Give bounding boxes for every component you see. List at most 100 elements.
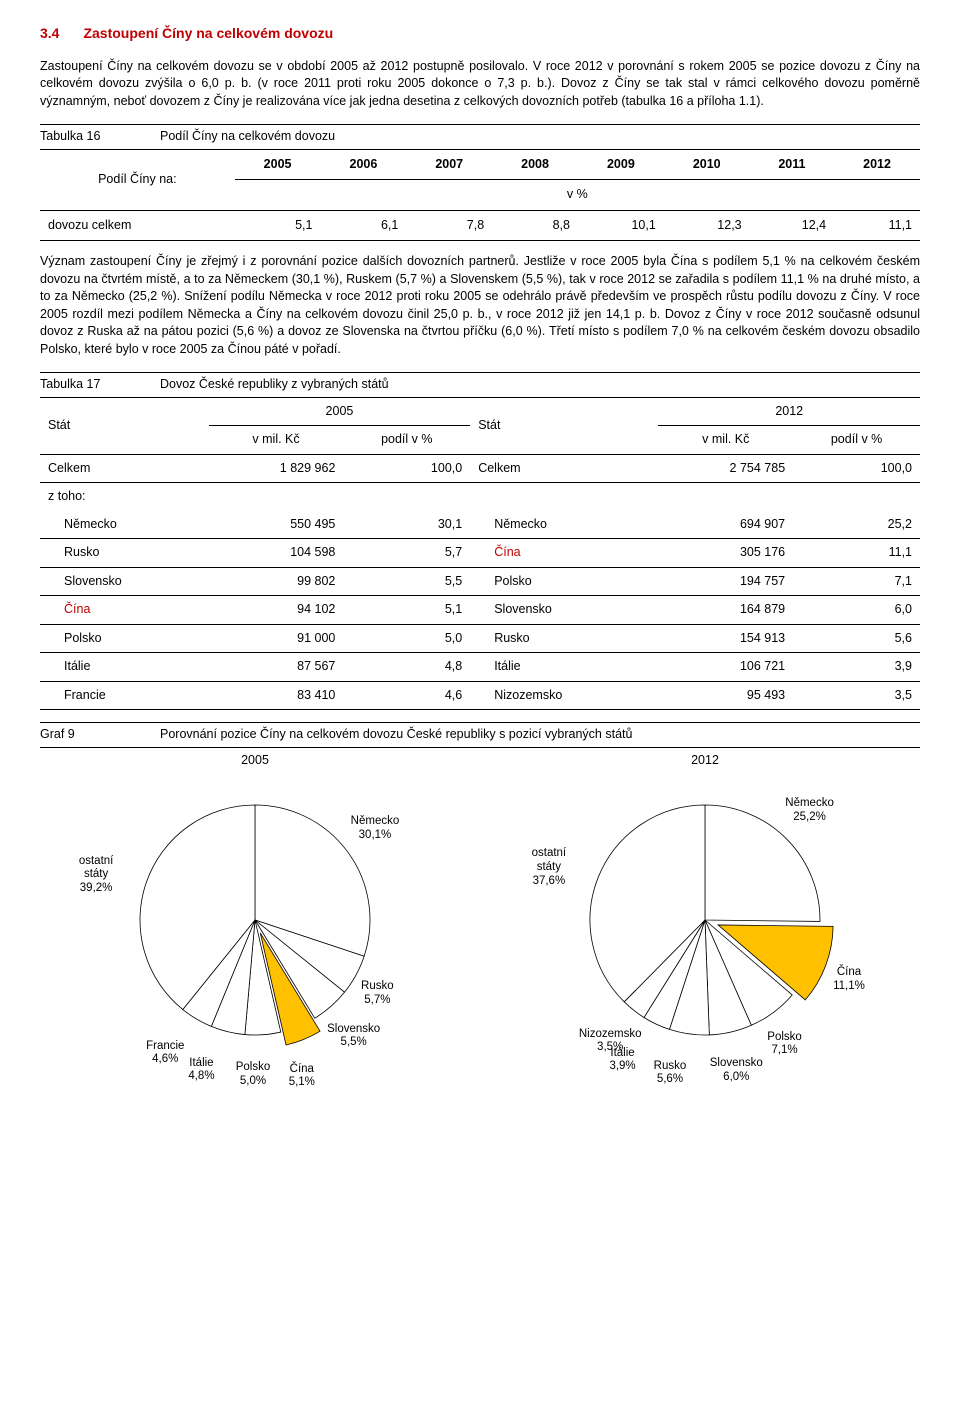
cell: Slovensko [470, 596, 658, 625]
table16: Podíl Číny na: 2005 2006 2007 2008 2009 … [40, 150, 920, 242]
chart-year-2012: 2012 [490, 752, 920, 770]
col-stat: Stát [470, 398, 658, 455]
table-row: Rusko104 5985,7Čína305 17611,1 [40, 539, 920, 568]
col-mil: v mil. Kč [658, 426, 793, 455]
pie-label: Francie4,6% [146, 1040, 184, 1068]
chart-2012: 2012 Německo25,2%Čína11,1%Polsko7,1%Slov… [490, 752, 920, 1156]
paragraph-1: Zastoupení Číny na celkovém dovozu se v … [40, 58, 920, 111]
cell [470, 483, 658, 511]
table16-rowhdr: Podíl Číny na: [40, 150, 235, 211]
table16-year: 2008 [492, 150, 578, 180]
cell: z toho: [40, 483, 209, 511]
pie-label: Rusko5,7% [361, 980, 394, 1008]
cell: 5,1 [235, 210, 321, 241]
table-row: Slovensko99 8025,5Polsko194 7577,1 [40, 567, 920, 596]
pie-label: Německo25,2% [785, 797, 834, 825]
cell: 4,8 [343, 653, 470, 682]
table16-title: Podíl Číny na celkovém dovozu [160, 128, 335, 146]
cell: 5,1 [343, 596, 470, 625]
cell: Itálie [40, 653, 209, 682]
cell: 100,0 [343, 454, 470, 483]
table16-year: 2010 [664, 150, 750, 180]
table16-year: 2011 [750, 150, 834, 180]
graf9-label: Graf 9 [40, 726, 160, 744]
pie-label: ostatnístáty39,2% [79, 855, 114, 896]
cell: Německo [40, 511, 209, 539]
cell: Čína [470, 539, 658, 568]
graf9-title: Porovnání pozice Číny na celkovém dovozu… [160, 726, 632, 744]
table-row: Celkem1 829 962100,0Celkem2 754 785100,0 [40, 454, 920, 483]
section-title: Zastoupení Číny na celkovém dovozu [83, 25, 333, 41]
cell: 4,6 [343, 681, 470, 710]
col-2005: 2005 [209, 398, 471, 426]
table16-unit: v % [235, 180, 920, 211]
paragraph-2: Význam zastoupení Číny je zřejmý i z por… [40, 253, 920, 358]
cell: Francie [40, 681, 209, 710]
cell [793, 483, 920, 511]
cell: 12,4 [750, 210, 834, 241]
cell [658, 483, 793, 511]
cell: Rusko [470, 624, 658, 653]
table-row: z toho: [40, 483, 920, 511]
cell: 11,1 [834, 210, 920, 241]
cell: 5,7 [343, 539, 470, 568]
table16-year: 2009 [578, 150, 664, 180]
pie-label: Čína11,1% [833, 966, 865, 994]
table16-year: 2012 [834, 150, 920, 180]
table16-year: 2007 [406, 150, 492, 180]
cell: 550 495 [209, 511, 344, 539]
table-row: Polsko91 0005,0Rusko154 9135,6 [40, 624, 920, 653]
table16-year: 2005 [235, 150, 321, 180]
cell: 25,2 [793, 511, 920, 539]
cell: Slovensko [40, 567, 209, 596]
table16-caption: Tabulka 16 Podíl Číny na celkovém dovozu [40, 124, 920, 150]
cell: 305 176 [658, 539, 793, 568]
cell [209, 483, 344, 511]
cell: Německo [470, 511, 658, 539]
cell: 104 598 [209, 539, 344, 568]
cell: 91 000 [209, 624, 344, 653]
table16-rowname: dovozu celkem [40, 210, 235, 241]
table-row: Itálie87 5674,8Itálie106 7213,9 [40, 653, 920, 682]
table-row: Francie83 4104,6Nizozemsko95 4933,5 [40, 681, 920, 710]
pie-label: Německo30,1% [351, 815, 400, 843]
cell: 154 913 [658, 624, 793, 653]
graf9-caption: Graf 9 Porovnání pozice Číny na celkovém… [40, 722, 920, 748]
cell: 7,1 [793, 567, 920, 596]
cell: 164 879 [658, 596, 793, 625]
pie-label: Čína5,1% [289, 1063, 315, 1091]
cell: Polsko [40, 624, 209, 653]
col-pct: podíl v % [343, 426, 470, 455]
cell: 5,6 [793, 624, 920, 653]
cell: Rusko [40, 539, 209, 568]
table17-label: Tabulka 17 [40, 376, 160, 394]
cell: Polsko [470, 567, 658, 596]
table17-title: Dovoz České republiky z vybraných států [160, 376, 389, 394]
cell: Celkem [40, 454, 209, 483]
col-stat: Stát [40, 398, 209, 455]
cell: 5,0 [343, 624, 470, 653]
cell: 30,1 [343, 511, 470, 539]
col-pct: podíl v % [793, 426, 920, 455]
cell: Celkem [470, 454, 658, 483]
pie-2012: Německo25,2%Čína11,1%Polsko7,1%Slovensko… [490, 775, 920, 1155]
pie-label: Slovensko6,0% [710, 1057, 763, 1085]
cell: 3,5 [793, 681, 920, 710]
cell: Nizozemsko [470, 681, 658, 710]
section-heading: 3.4Zastoupení Číny na celkovém dovozu [40, 24, 920, 44]
table17: Stát 2005 Stát 2012 v mil. Kč podíl v % … [40, 398, 920, 711]
table16-year: 2006 [321, 150, 407, 180]
cell: 94 102 [209, 596, 344, 625]
pie-label: Itálie4,8% [188, 1057, 214, 1085]
cell: 694 907 [658, 511, 793, 539]
col-mil: v mil. Kč [209, 426, 344, 455]
cell: 106 721 [658, 653, 793, 682]
cell: 8,8 [492, 210, 578, 241]
cell: 3,9 [793, 653, 920, 682]
pie-label: Rusko5,6% [654, 1060, 687, 1088]
cell: 6,1 [321, 210, 407, 241]
pie-label: Slovensko5,5% [327, 1023, 380, 1051]
table-row: Německo550 49530,1Německo694 90725,2 [40, 511, 920, 539]
cell: 11,1 [793, 539, 920, 568]
chart-row: 2005 Německo30,1%Rusko5,7%Slovensko5,5%Č… [40, 752, 920, 1156]
